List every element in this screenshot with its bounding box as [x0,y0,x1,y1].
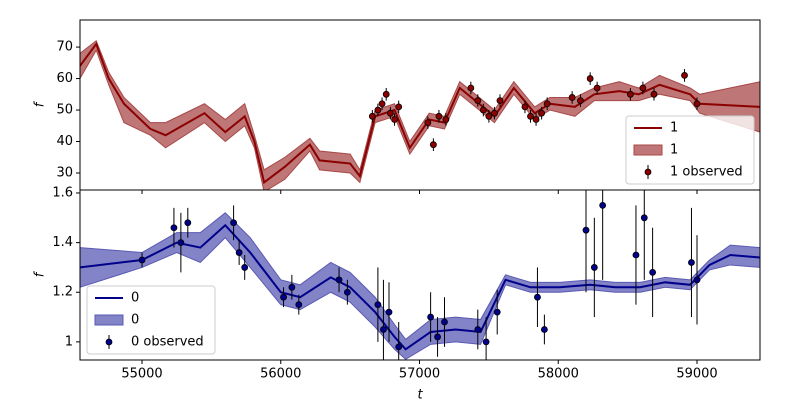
observed-point [335,276,343,284]
observed-point [395,343,403,351]
observed-point [543,100,551,108]
x-tick-label: 59000 [676,367,717,382]
observed-point [527,112,534,120]
legend-point [644,168,652,176]
observed-point [382,90,390,98]
observed-point [650,90,658,98]
y-tick-label: 1.4 [52,235,73,250]
legend-label: 1 [670,121,678,136]
observed-point [374,301,382,309]
observed-point [582,226,590,234]
legend-label: 1 observed [670,165,743,180]
observed-point [288,283,296,291]
observed-point [235,249,243,256]
observed-point [138,256,146,264]
observed-point [170,224,178,232]
observed-point [474,97,482,104]
legend-label: 0 [131,291,139,306]
observed-point [627,90,634,98]
observed-point [590,264,598,271]
legend-box [625,115,755,185]
plot-area [80,39,760,190]
plot-area [80,190,760,360]
observed-point [467,84,475,92]
observed-point [474,326,482,333]
confidence-band [80,39,760,190]
observed-point [385,308,393,316]
observed-point [632,251,640,259]
observed-point [593,84,601,92]
legend-point [105,338,113,346]
observed-point [586,75,594,82]
observed-point [343,288,351,296]
observed-point [177,239,185,247]
observed-point [424,119,432,127]
x-tick-label: 57000 [399,367,440,382]
legend-label: 0 [131,313,139,328]
x-tick-label: 56000 [260,367,301,382]
observed-point [280,293,287,301]
confidence-band [80,212,760,360]
observed-point [493,308,501,316]
observed-point [442,116,450,123]
legend-patch [94,314,124,326]
y-axis-label: f [33,100,48,107]
observed-point [491,109,498,117]
observed-point [241,264,249,271]
observed-point [693,100,701,108]
x-tick-label: 55000 [121,367,162,382]
observed-point [538,109,546,117]
model-line [80,41,760,185]
observed-point [230,219,237,227]
observed-point [599,201,607,209]
y-tick-label: 60 [56,71,73,86]
observed-point [380,326,387,333]
y-tick-label: 70 [56,40,73,55]
observed-point [496,97,504,104]
observed-point [378,100,386,108]
observed-point [435,112,443,120]
y-tick-label: 40 [56,134,73,149]
observed-point [534,293,541,301]
legend-patch [633,144,663,156]
observed-point [482,338,490,346]
observed-point [693,276,701,284]
y-tick-label: 1 [65,334,73,349]
observed-point [521,103,529,111]
observed-point [540,326,548,333]
observed-point [681,72,688,79]
observed-point [434,333,441,341]
observed-point [295,301,303,309]
y-axis-label: f [33,270,48,277]
x-tick-label: 58000 [538,367,579,382]
observed-point [441,318,448,326]
legend-box [86,285,216,355]
observed-point [649,268,657,276]
observed-point [568,94,576,101]
observed-point [479,106,487,114]
y-tick-label: 30 [56,166,73,181]
y-tick-label: 1.6 [52,185,73,200]
observed-point [184,219,192,227]
observed-point [395,103,403,111]
observed-point [368,112,376,120]
observed-point [391,116,398,123]
observed-point [374,106,382,114]
observed-point [485,112,493,120]
observed-point [429,141,437,149]
observed-point [386,109,394,117]
observed-point [639,84,647,92]
observed-point [577,97,584,104]
observed-point [640,214,648,222]
legend-label: 0 observed [131,335,204,350]
y-tick-label: 50 [56,103,73,118]
observed-point [427,313,435,321]
observed-point [688,259,695,266]
x-axis-label: t [417,388,423,400]
observed-point [532,116,540,123]
legend-label: 1 [670,143,678,158]
y-tick-label: 1.2 [52,285,73,300]
